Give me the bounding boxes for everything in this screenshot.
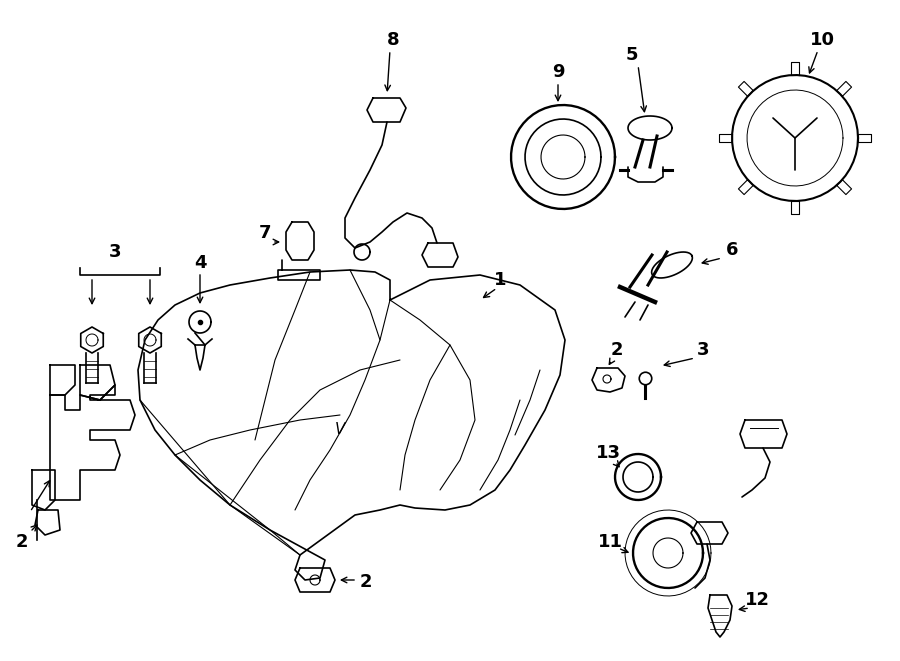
- Text: V: V: [335, 422, 346, 438]
- Text: 8: 8: [387, 31, 400, 49]
- Text: 3: 3: [697, 341, 709, 359]
- Text: 3: 3: [109, 243, 122, 261]
- Text: 13: 13: [596, 444, 620, 462]
- Text: 11: 11: [598, 533, 623, 551]
- Text: 2: 2: [16, 533, 28, 551]
- Text: 12: 12: [744, 591, 770, 609]
- Text: 7: 7: [259, 224, 271, 242]
- Text: 4: 4: [194, 254, 206, 272]
- Text: 5: 5: [626, 46, 638, 64]
- Text: 9: 9: [552, 63, 564, 81]
- Text: 1: 1: [494, 271, 506, 289]
- Text: 2: 2: [611, 341, 623, 359]
- Text: 10: 10: [809, 31, 834, 49]
- Text: 2: 2: [360, 573, 373, 591]
- Text: 6: 6: [725, 241, 738, 259]
